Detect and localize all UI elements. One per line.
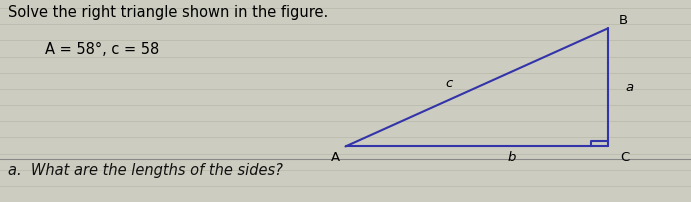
- Text: b: b: [507, 151, 515, 164]
- Text: B: B: [618, 14, 628, 27]
- Text: C: C: [621, 151, 630, 164]
- Text: A = 58°, c = 58: A = 58°, c = 58: [45, 42, 159, 57]
- Text: Solve the right triangle shown in the figure.: Solve the right triangle shown in the fi…: [8, 5, 328, 20]
- Text: a.  What are the lengths of the sides?: a. What are the lengths of the sides?: [8, 163, 283, 178]
- Text: a: a: [625, 81, 634, 94]
- Text: A: A: [330, 151, 340, 164]
- Text: c: c: [446, 77, 453, 90]
